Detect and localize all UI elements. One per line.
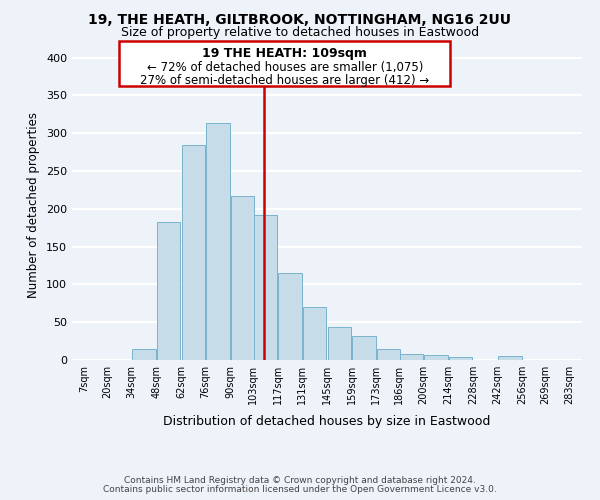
Text: 19, THE HEATH, GILTBROOK, NOTTINGHAM, NG16 2UU: 19, THE HEATH, GILTBROOK, NOTTINGHAM, NG… xyxy=(89,12,511,26)
Bar xyxy=(231,196,254,360)
Text: Size of property relative to detached houses in Eastwood: Size of property relative to detached ho… xyxy=(121,26,479,39)
Bar xyxy=(498,356,521,360)
Text: 19 THE HEATH: 109sqm: 19 THE HEATH: 109sqm xyxy=(202,47,367,60)
Text: ← 72% of detached houses are smaller (1,075): ← 72% of detached houses are smaller (1,… xyxy=(146,62,423,74)
Bar xyxy=(400,354,423,360)
FancyBboxPatch shape xyxy=(119,41,450,86)
Bar xyxy=(328,326,351,360)
Bar xyxy=(424,354,448,360)
Bar xyxy=(352,336,376,360)
Bar xyxy=(449,357,472,360)
Bar xyxy=(182,144,205,360)
X-axis label: Distribution of detached houses by size in Eastwood: Distribution of detached houses by size … xyxy=(163,416,491,428)
Text: Contains public sector information licensed under the Open Government Licence v3: Contains public sector information licen… xyxy=(103,485,497,494)
Bar xyxy=(254,215,277,360)
Bar xyxy=(133,348,156,360)
Bar xyxy=(377,350,400,360)
Bar xyxy=(278,273,302,360)
Bar xyxy=(206,124,230,360)
Text: Contains HM Land Registry data © Crown copyright and database right 2024.: Contains HM Land Registry data © Crown c… xyxy=(124,476,476,485)
Bar xyxy=(157,222,181,360)
Text: 27% of semi-detached houses are larger (412) →: 27% of semi-detached houses are larger (… xyxy=(140,74,430,87)
Bar xyxy=(303,307,326,360)
Y-axis label: Number of detached properties: Number of detached properties xyxy=(28,112,40,298)
